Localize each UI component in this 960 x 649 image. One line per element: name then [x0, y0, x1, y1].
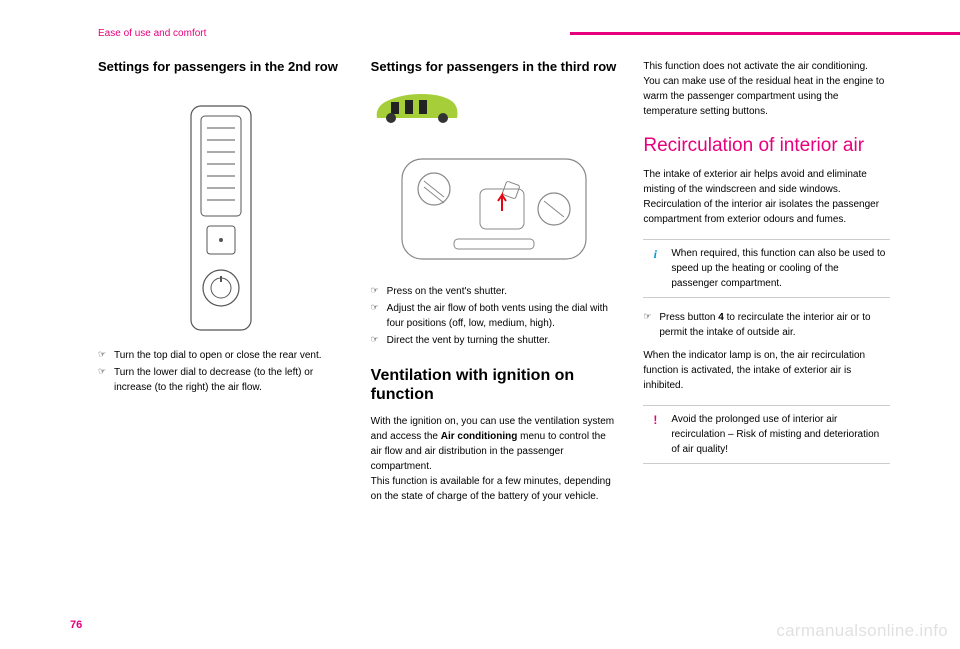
car-silhouette-icon	[371, 88, 461, 128]
col2-bullet-2: Adjust the air flow of both vents using …	[371, 301, 618, 331]
page-number: 76	[70, 619, 82, 631]
col3-para5: When the indicator lamp is on, the air r…	[643, 348, 890, 393]
warn-callout: ! Avoid the prolonged use of interior ai…	[643, 405, 890, 464]
col2-subheading: Ventilation with ignition on function	[371, 366, 618, 404]
col3-para4: Recirculation of the interior air isolat…	[643, 197, 890, 227]
col3-para3: The intake of exterior air helps avoid a…	[643, 167, 890, 197]
info-callout: i When required, this function can also …	[643, 239, 890, 298]
col3-bullet-a: Press button	[659, 312, 718, 323]
roof-vent-illustration	[371, 134, 618, 284]
info-text: When required, this function can also be…	[671, 246, 886, 291]
columns: Settings for passengers in the 2nd row	[98, 59, 890, 504]
col2-bullet-3: Direct the vent by turning the shutter.	[371, 333, 618, 348]
accent-bar	[570, 32, 960, 35]
col1-bullet-1: Turn the top dial to open or close the r…	[98, 348, 345, 363]
col2-bullet-1: Press on the vent's shutter.	[371, 284, 618, 299]
col2-para1: With the ignition on, you can use the ve…	[371, 414, 618, 474]
warn-text: Avoid the prolonged use of interior air …	[671, 412, 886, 457]
col2-bullets: Press on the vent's shutter. Adjust the …	[371, 284, 618, 348]
col1-bullet-2: Turn the lower dial to decrease (to the …	[98, 365, 345, 395]
col3-bullet: Press button 4 to recirculate the interi…	[643, 310, 890, 340]
col2-para1-b: Air conditioning	[441, 431, 518, 442]
column-2: Settings for passengers in the third row	[371, 59, 618, 504]
col1-heading: Settings for passengers in the 2nd row	[98, 59, 345, 76]
page-content: Ease of use and comfort Settings for pas…	[0, 0, 960, 524]
col3-bullets: Press button 4 to recirculate the interi…	[643, 310, 890, 340]
col2-heading: Settings for passengers in the third row	[371, 59, 618, 76]
info-icon: i	[647, 246, 663, 262]
warn-icon: !	[647, 412, 663, 428]
rear-vent-control-illustration	[98, 88, 345, 348]
watermark: carmanualsonline.info	[776, 621, 948, 641]
col3-para2: You can make use of the residual heat in…	[643, 74, 890, 119]
column-3: This function does not activate the air …	[643, 59, 890, 504]
col2-para2: This function is available for a few min…	[371, 474, 618, 504]
col1-bullets: Turn the top dial to open or close the r…	[98, 348, 345, 395]
column-1: Settings for passengers in the 2nd row	[98, 59, 345, 504]
col3-para1: This function does not activate the air …	[643, 59, 890, 74]
col3-title: Recirculation of interior air	[643, 135, 890, 157]
